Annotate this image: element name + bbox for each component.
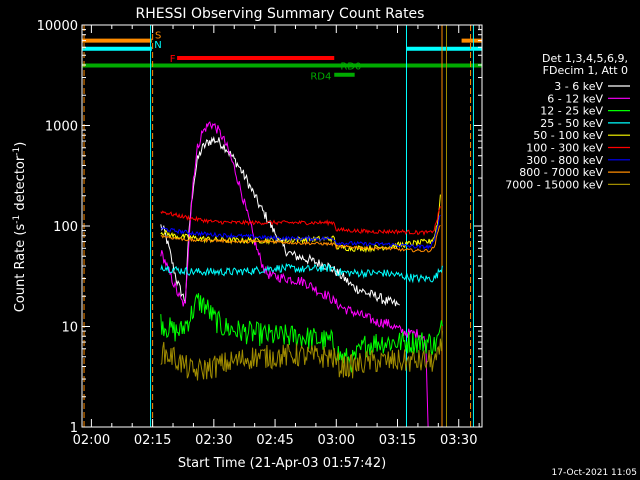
y-tick-label: 100: [53, 220, 78, 235]
series-line-1: [160, 121, 429, 428]
series-line-4: [160, 194, 441, 254]
series-line-6: [160, 214, 441, 251]
y-axis-label: Count Rate (s-1 detector-1): [12, 142, 28, 313]
series-line-8: [160, 331, 443, 381]
y-tick-label: 1000: [45, 120, 78, 135]
x-tick-label: 02:45: [256, 433, 293, 448]
legend-label: 300 - 800 keV: [526, 154, 603, 167]
series-layer: [160, 121, 443, 428]
legend: Det 1,3,4,5,6,9,FDecim 1, Att 0 3 - 6 keV…: [505, 52, 630, 191]
series-line-5: [160, 206, 441, 237]
flags-layer: SNF RD0 RD4: [82, 31, 482, 82]
x-tick-label: 02:15: [134, 433, 171, 448]
x-tick-label: 02:30: [195, 433, 232, 448]
footer-date: 17-Oct-2021 11:05: [552, 468, 637, 478]
x-tick-label: 03:30: [440, 433, 477, 448]
x-tick-label: 03:15: [379, 433, 416, 448]
y-tick-label: 1: [70, 421, 78, 436]
legend-label: 100 - 300 keV: [526, 142, 603, 155]
chart-title: RHESSI Observing Summary Count Rates: [136, 6, 425, 22]
flag-label-n: N: [154, 40, 161, 51]
axes-layer: 02:00 02:15 02:30 02:45 03:00 03:15 03:30 1 10 10…: [37, 19, 482, 448]
legend-label: 7000 - 15000 keV: [505, 178, 603, 191]
flag-label-f: F: [170, 54, 176, 65]
flag-label-rd4: RD4: [310, 71, 331, 82]
legend-label: 50 - 100 keV: [533, 129, 603, 142]
legend-label: 6 - 12 keV: [547, 92, 603, 105]
flag-label-rd0: RD0: [340, 62, 361, 73]
y-tick-label: 10000: [37, 19, 78, 34]
legend-header-line: Det 1,3,4,5,6,9,: [542, 52, 628, 65]
x-axis-label: Start Time (21-Apr-03 01:57:42): [178, 456, 386, 471]
series-line-7: [160, 224, 441, 253]
series-line-3: [160, 262, 443, 284]
legend-header-line: FDecim 1, Att 0: [543, 64, 628, 77]
x-tick-label: 03:00: [318, 433, 355, 448]
legend-label: 25 - 50 keV: [540, 117, 603, 130]
flag-label-s: S: [155, 31, 161, 42]
x-tick-label: 02:00: [73, 433, 110, 448]
legend-label: 12 - 25 keV: [540, 105, 603, 118]
legend-label: 3 - 6 keV: [554, 80, 603, 93]
y-tick-label: 10: [61, 321, 78, 336]
legend-label: 800 - 7000 keV: [519, 166, 603, 179]
